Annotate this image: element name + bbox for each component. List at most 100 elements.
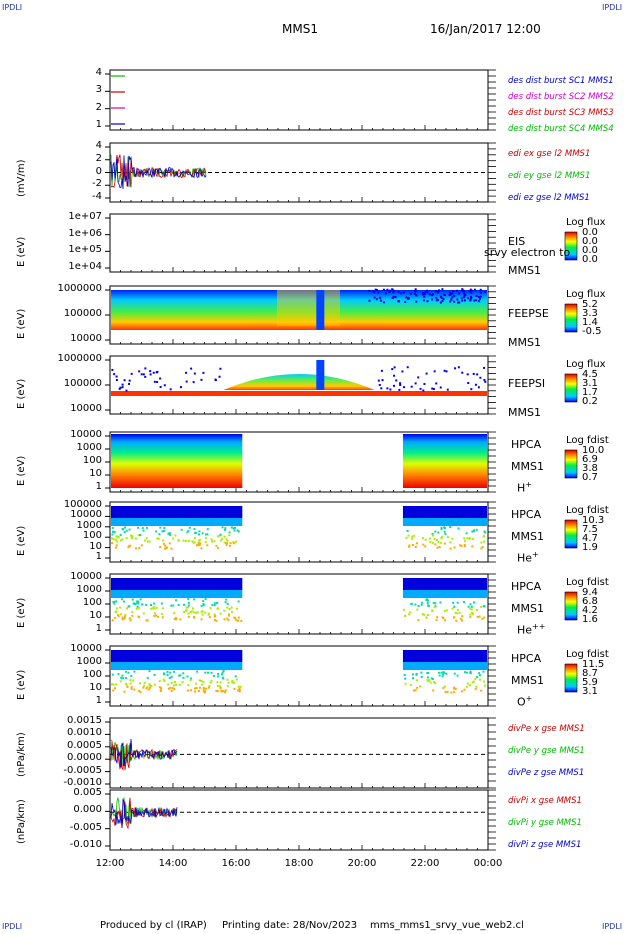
feepsi-speckle — [392, 384, 395, 387]
divpe-legend-entry: divPe x gse MMS1 — [508, 724, 585, 734]
hpca-he2-speckle — [226, 602, 229, 605]
hpca-o-high-band — [402, 650, 487, 662]
hpca-o-speckle — [453, 691, 456, 694]
hpca-o-speckle — [148, 683, 151, 686]
corner-label-tr: IPDLI — [602, 3, 623, 12]
eis-frame — [109, 213, 489, 273]
hpca-o-speckle — [209, 681, 212, 684]
hpca-he2-tick-label: 1 — [95, 623, 102, 634]
hpca-he-speckle — [115, 546, 118, 549]
hpca-he-speckle — [483, 530, 486, 533]
hpca-he-cbar — [564, 519, 578, 549]
feepse-speckle — [368, 289, 371, 292]
hpca-he-speckle — [441, 535, 444, 538]
hpca-he-speckle — [162, 542, 165, 545]
hpca-he2-speckle — [226, 606, 229, 609]
hpca-he-speckle — [438, 546, 441, 549]
feepsi-speckle — [190, 367, 193, 370]
feepse-speckle — [414, 288, 417, 291]
hpca-o-ylabel: E (eV) — [16, 669, 27, 700]
hpca-o-cbar-value: 8.7 — [582, 668, 598, 679]
feepsi-speckle — [118, 387, 121, 390]
hpca-h-cbar-value: 6.9 — [582, 454, 598, 465]
feepsi-speckle — [130, 372, 133, 375]
feepsi-speckle — [128, 382, 131, 385]
hpca-o-speckle — [420, 671, 423, 674]
hpca-he-speckle — [125, 529, 128, 532]
feepse-speckle — [450, 298, 453, 301]
hpca-he-speckle — [453, 546, 456, 549]
feepse-speckle — [443, 293, 446, 296]
feepse-speckle — [375, 298, 378, 301]
hpca-he2-speckle — [478, 615, 481, 618]
edi-tick-label: -2 — [92, 178, 102, 190]
feepse-speckle — [461, 299, 464, 302]
hpca-he-speckle — [424, 545, 427, 548]
feepsi-speckle — [484, 380, 487, 383]
hpca-o-speckle — [143, 681, 146, 684]
hpca-o-speckle — [119, 680, 122, 683]
hpca-he2-speckle — [170, 604, 173, 607]
hpca-he-speckle — [168, 532, 171, 535]
feepsi-speckle — [119, 386, 122, 389]
hpca-he2-speckle — [434, 605, 437, 608]
hpca-he-speckle — [446, 536, 449, 539]
hpca-o-speckle — [120, 676, 123, 679]
hpca-h-cbar-value: 0.7 — [582, 472, 598, 483]
hpca-o-speckle — [414, 689, 417, 692]
hpca-he2-speckle — [431, 610, 434, 613]
feepse-cbar-title: Log flux — [566, 289, 606, 300]
hpca-he-speckle — [116, 540, 119, 543]
hpca-he2-speckle — [120, 598, 123, 601]
hpca-o-speckle — [138, 689, 141, 692]
hpca-he2-speckle — [480, 606, 483, 609]
x-tick-label: 18:00 — [284, 858, 314, 869]
hpca-he-speckle — [111, 526, 114, 529]
feepsi-speckle — [159, 377, 162, 380]
hpca-he-speckle — [234, 526, 237, 529]
hpca-o-speckle — [115, 683, 118, 686]
feepsi-speckle — [214, 379, 217, 382]
hpca-he-speckle — [197, 533, 200, 536]
hpca-o-speckle — [168, 676, 171, 679]
hpca-he2-speckle — [153, 614, 156, 617]
hpca-he2-speckle — [174, 616, 177, 619]
hpca-he2-speckle — [187, 604, 190, 607]
feepsi-speckle — [399, 383, 402, 386]
hpca-he-speckle — [235, 540, 238, 543]
hpca-o-species-name: O — [517, 695, 526, 709]
hpca-he2-tick-label: 100 — [82, 597, 102, 608]
hpca-he2-speckle — [235, 607, 238, 610]
hpca-o-speckle — [216, 690, 219, 693]
hpca-o-speckle — [454, 687, 457, 690]
hpca-he2-speckle — [137, 602, 140, 605]
hpca-he2-speckle — [441, 616, 444, 619]
feepse-speckle — [409, 292, 412, 295]
hpca-he2-speckle — [112, 600, 115, 603]
feepsi-speckle — [417, 376, 420, 379]
hpca-he2-speckle — [436, 616, 439, 619]
hpca-o-cbar-value: 5.9 — [582, 677, 598, 688]
hpca-he-speckle — [198, 539, 201, 542]
hpca-o-speckle — [169, 671, 172, 674]
divpe-legend-entry: divPe y gse MMS1 — [508, 746, 585, 756]
hpca-o-speckle — [153, 673, 156, 676]
hpca-he2-cbar-value: 6.8 — [582, 596, 598, 607]
feepse-speckle — [441, 299, 444, 302]
hpca-he2-speckle — [432, 602, 435, 605]
hpca-o-species-charge: + — [525, 694, 533, 703]
feepsi-speckle — [144, 367, 147, 370]
feepsi-speckle — [192, 381, 195, 384]
hpca-he2-speckle — [183, 603, 186, 606]
footer-printing-date: Printing date: 28/Nov/2023 — [222, 920, 358, 931]
hpca-he-speckle — [169, 533, 172, 536]
eis-cbar-value: 0.0 — [582, 254, 598, 265]
hpca-o-speckle — [234, 675, 237, 678]
feepse-speckle — [453, 295, 456, 298]
hpca-he-speckle — [443, 542, 446, 545]
feepsi-cbar — [564, 373, 578, 403]
hpca-he-speckle — [436, 539, 439, 542]
hpca-o-speckle — [479, 678, 482, 681]
eis-tick-label: 1e+04 — [68, 261, 102, 272]
